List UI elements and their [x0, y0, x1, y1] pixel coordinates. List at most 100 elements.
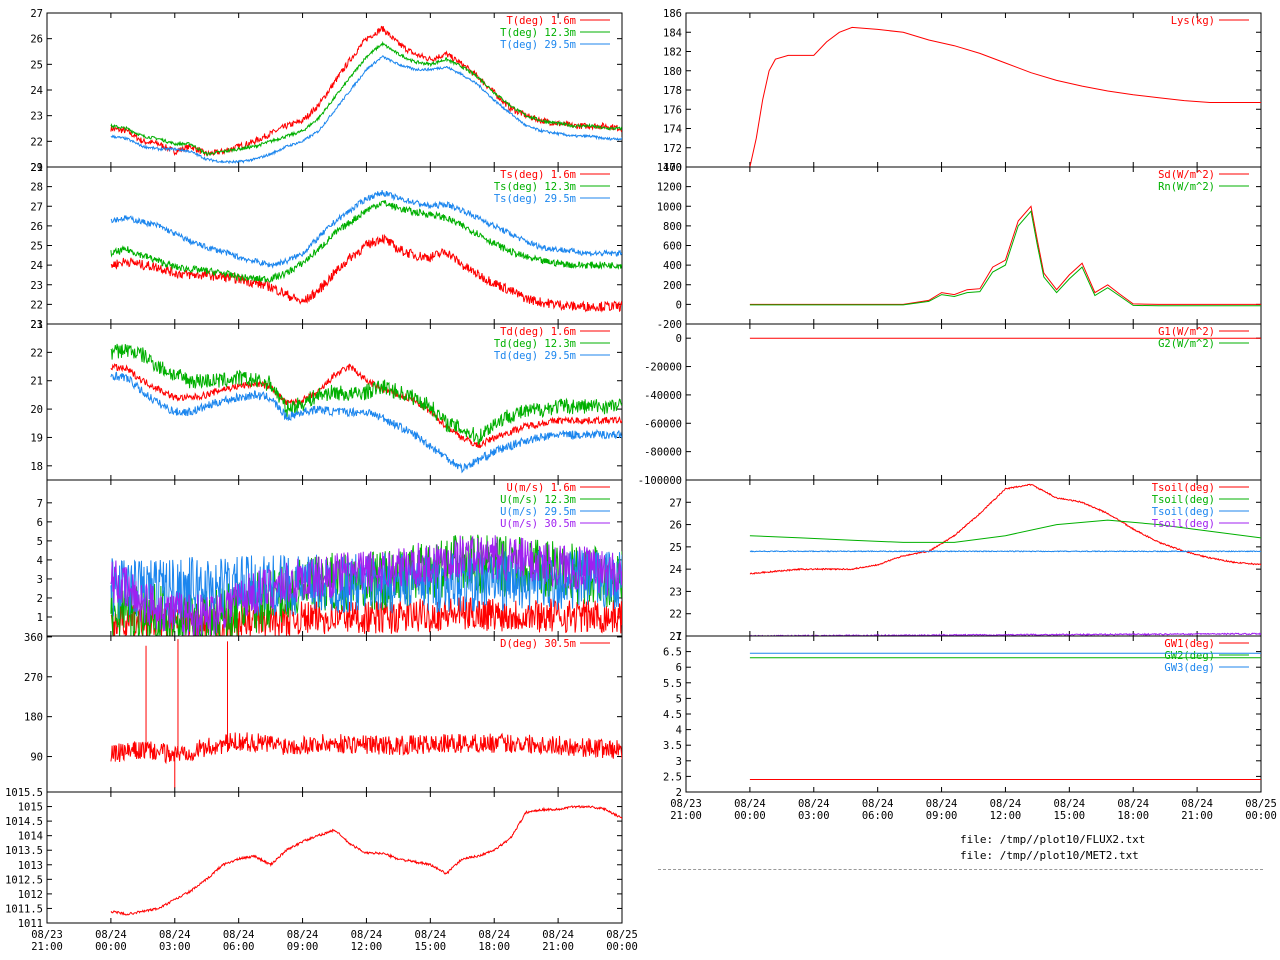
- y-tick-label: 28: [30, 182, 43, 194]
- series-line: [749, 550, 1261, 553]
- y-tick-label: 23: [30, 319, 43, 331]
- x-tick-label-date: 08/24: [351, 929, 383, 941]
- y-tick-label: 24: [30, 85, 43, 97]
- file-label-flux: file: /tmp//plot10/FLUX2.txt: [960, 833, 1146, 846]
- legend-label: GW2(deg): [1164, 650, 1215, 662]
- y-tick-label: -40000: [644, 390, 682, 402]
- y-tick-label: 1012: [18, 889, 43, 901]
- x-tick-label-time: 00:00: [1245, 810, 1277, 822]
- legend-label: T(deg) 29.5m: [500, 39, 576, 51]
- legend-label: Tsoil(deg): [1152, 494, 1215, 506]
- y-tick-label: 27: [669, 497, 682, 509]
- y-tick-label: 25: [30, 59, 43, 71]
- legend-label: Td(deg) 1.6m: [500, 326, 576, 338]
- x-tick-label-time: 21:00: [542, 941, 574, 953]
- y-tick-label: 1013.5: [5, 845, 43, 857]
- x-tick-label-date: 08/24: [542, 929, 574, 941]
- legend-label: Td(deg) 29.5m: [494, 350, 576, 362]
- y-tick-label: 7: [37, 498, 43, 510]
- y-tick-label: 27: [30, 201, 43, 213]
- y-tick-label: 3: [676, 756, 682, 768]
- x-tick-label-time: 00:00: [606, 941, 638, 953]
- x-tick-label-time: 09:00: [287, 941, 319, 953]
- series-line: [749, 210, 1261, 307]
- x-tick-label-time: 00:00: [95, 941, 127, 953]
- y-tick-label: 23: [30, 111, 43, 123]
- y-tick-label: 1013: [18, 860, 43, 872]
- x-tick-label-time: 09:00: [926, 810, 958, 822]
- series-line: [110, 371, 622, 474]
- x-tick-label-time: 12:00: [351, 941, 383, 953]
- y-tick-label: 170: [663, 162, 682, 174]
- x-tick-label-date: 08/25: [606, 929, 638, 941]
- y-tick-label: 6: [37, 517, 43, 529]
- series-line: [749, 483, 1261, 575]
- y-tick-label: -80000: [644, 447, 682, 459]
- series-line: [749, 519, 1261, 543]
- legend-label: Ts(deg) 12.3m: [494, 181, 576, 193]
- series-line: [110, 40, 622, 157]
- y-tick-label: 0: [676, 299, 682, 311]
- y-tick-label: 200: [663, 280, 682, 292]
- x-tick-label-time: 12:00: [990, 810, 1022, 822]
- x-tick-label-date: 08/24: [1117, 798, 1149, 810]
- x-tick-label-time: 03:00: [159, 941, 191, 953]
- series-line: [110, 343, 622, 446]
- file-label-met: file: /tmp//plot10/MET2.txt: [960, 849, 1139, 862]
- y-tick-label: 18: [30, 461, 43, 473]
- y-tick-label: 20: [30, 404, 43, 416]
- x-tick-label-date: 08/24: [223, 929, 255, 941]
- x-tick-label-date: 08/24: [862, 798, 894, 810]
- y-tick-label: 19: [30, 432, 43, 444]
- series-line: [110, 535, 622, 636]
- y-tick-label: 22: [30, 136, 43, 148]
- series-line: [110, 55, 622, 165]
- y-tick-label: 6: [676, 662, 682, 674]
- y-tick-label: 21: [669, 631, 682, 643]
- x-tick-label-time: 18:00: [1117, 810, 1149, 822]
- y-tick-label: 1000: [657, 201, 682, 213]
- x-tick-label-time: 21:00: [1181, 810, 1213, 822]
- panel-frame: [46, 791, 623, 924]
- panel-tsoil: 27262524232221Tsoil(deg)Tsoil(deg)Tsoil(…: [669, 479, 1262, 643]
- y-tick-label: 1: [37, 612, 43, 624]
- x-tick-label-time: 18:00: [478, 941, 510, 953]
- y-tick-label: 26: [30, 221, 43, 233]
- x-tick-label-date: 08/24: [287, 929, 319, 941]
- separator-line: [658, 869, 1263, 870]
- y-tick-label: 184: [663, 27, 682, 39]
- y-tick-label: 186: [663, 8, 682, 20]
- panel-dir: 360 270 180 90 D(deg) 30.5m: [24, 632, 623, 793]
- y-tick-label: 3.5: [663, 740, 682, 752]
- y-tick-label: 22: [30, 347, 43, 359]
- y-tick-label: 21: [30, 162, 43, 174]
- x-tick-label-date: 08/24: [95, 929, 127, 941]
- series-line: [110, 732, 622, 765]
- y-tick-label: 3: [37, 574, 43, 586]
- y-tick-label: 22: [669, 609, 682, 621]
- y-tick-label: 4.5: [663, 709, 682, 721]
- panel-gw: 7 6.5 6 5.5 5 4.5 4 3.5 3 2.5 2 GW1(deg)GW2(deg)GW3…: [663, 631, 1277, 822]
- legend-label: Rn(W/m^2): [1158, 181, 1215, 193]
- series-line: [110, 190, 622, 269]
- panel-frame: [46, 635, 623, 793]
- y-tick-label: 5: [676, 693, 682, 705]
- y-tick-label: 1014: [18, 831, 43, 843]
- panel-wind: 7 6 5 4 3 2 1 U(m/s) 1.6mU(m/s) 12.3mU(m/s) 29.…: [37, 479, 623, 637]
- y-tick-label: 2.5: [663, 771, 682, 783]
- panel-g: 0 -20000 -40000 -60000 -80000 -100000 G1(W/m^2…: [638, 323, 1262, 487]
- y-tick-label: 1011: [18, 918, 43, 930]
- legend-label: U(m/s) 29.5m: [500, 506, 576, 518]
- y-tick-label: 90: [30, 752, 43, 764]
- y-tick-label: 21: [30, 376, 43, 388]
- series-line: [110, 199, 622, 283]
- x-tick-label-time: 06:00: [223, 941, 255, 953]
- legend-label: GW1(deg): [1164, 638, 1215, 650]
- y-tick-label: 5.5: [663, 678, 682, 690]
- y-tick-label: 1011.5: [5, 903, 43, 915]
- x-tick-label-date: 08/23: [31, 929, 63, 941]
- y-tick-label: 23: [669, 586, 682, 598]
- legend-label: T(deg) 1.6m: [506, 15, 576, 27]
- x-tick-label-date: 08/25: [1245, 798, 1277, 810]
